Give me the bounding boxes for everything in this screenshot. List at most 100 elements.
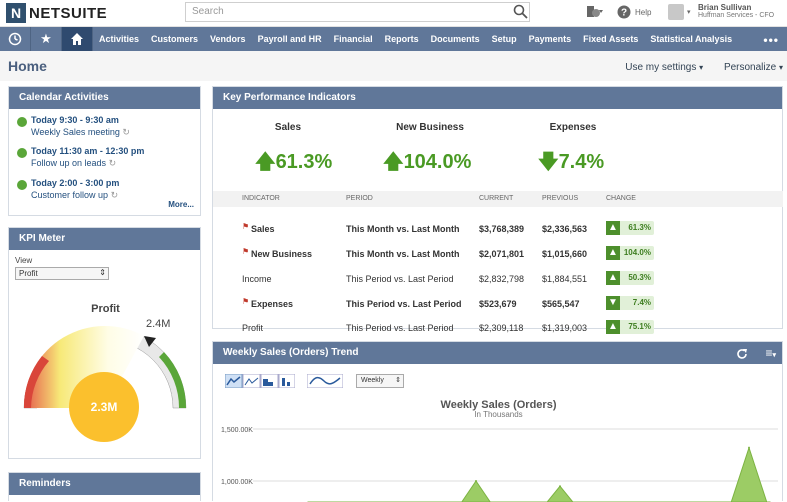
svg-text:?: ? <box>621 8 627 19</box>
menu-icon[interactable]: ≡▾ <box>765 346 776 360</box>
recent-records-icon[interactable] <box>585 4 603 20</box>
kpi-indicator[interactable]: Expenses <box>251 299 294 309</box>
logo-mark: N <box>6 3 26 23</box>
kpi-headline-label: New Business <box>396 122 464 133</box>
help-link[interactable]: Help <box>635 7 652 17</box>
personalize-label: Personalize <box>723 62 777 73</box>
more-link[interactable]: More... <box>168 200 194 209</box>
view-select-value: Profit <box>19 269 38 278</box>
chart-title: Weekly Sales (Orders) <box>440 399 557 411</box>
select-arrow-icon: ⇕ <box>395 377 401 384</box>
chevron-down-icon: ▾ <box>699 63 704 72</box>
change-badge: ▲ 75.1% <box>606 320 654 334</box>
nav-item-payments[interactable]: Payments <box>528 34 572 44</box>
kpi-current: $3,768,389 <box>479 224 525 234</box>
nav-item-financial[interactable]: Financial <box>333 34 373 44</box>
select-arrow-icon: ⇕ <box>99 268 106 277</box>
calendar-item-desc: Follow up on leads ↻ <box>31 158 116 169</box>
kpi-table-header: INDICATOR PERIOD CURRENT PREVIOUS CHANGE <box>213 191 783 207</box>
recurring-icon: ↻ <box>108 158 117 168</box>
col-period: PERIOD <box>346 195 373 202</box>
search-input[interactable]: Search <box>185 2 530 22</box>
use-my-settings-link[interactable]: Use my settings ▾ <box>625 62 703 73</box>
calendar-item-desc: Weekly Sales meeting ↻ <box>31 127 130 138</box>
top-bar: N NETSUITE Search ? Help ▾ Brian Sulliva… <box>0 0 787 27</box>
check-icon <box>17 117 27 127</box>
kpi-previous: $1,884,551 <box>542 274 588 284</box>
calendar-portlet: Calendar Activities Today 9:30 - 9:30 am… <box>8 86 201 216</box>
trend-title: Weekly Sales (Orders) Trend <box>213 342 782 364</box>
data-point[interactable] <box>475 480 477 482</box>
data-point[interactable] <box>559 485 561 488</box>
kpi-indicator[interactable]: New Business <box>251 249 313 259</box>
avatar-icon <box>668 4 684 20</box>
trend-line-icon[interactable] <box>307 374 343 388</box>
view-label: View <box>15 256 33 265</box>
calendar-item-desc-text: Follow up on leads <box>31 158 107 168</box>
kpi-current: $2,832,798 <box>479 274 525 284</box>
chevron-down-icon: ▾ <box>687 9 691 16</box>
nav-item-activities[interactable]: Activities <box>99 34 140 44</box>
kpi-headline-value-text: 61.3% <box>275 151 333 173</box>
kpi-headline-value: 🡇7.4% <box>538 147 604 181</box>
nav-item-payroll[interactable]: Payroll and HR <box>257 34 322 44</box>
nav-item-fixed-assets[interactable]: Fixed Assets <box>583 34 639 44</box>
page-header: Home Use my settings ▾ Personalize ▾ <box>0 51 787 81</box>
menu-icon-glyph: ≡ <box>765 346 773 360</box>
flag-icon: ⚑ <box>242 297 250 306</box>
nav-item-reports[interactable]: Reports <box>384 34 419 44</box>
refresh-icon[interactable] <box>736 348 748 360</box>
kpi-headline-value-text: 104.0% <box>403 151 472 173</box>
kpi-headline-value: 🡅104.0% <box>383 147 471 181</box>
nav-item-documents[interactable]: Documents <box>430 34 480 44</box>
kpi-period: This Month vs. Last Month <box>346 224 460 234</box>
star-icon[interactable]: ★ <box>31 27 62 51</box>
period-select[interactable]: Weekly ⇕ <box>356 374 404 388</box>
gauge-value: 2.3M <box>69 372 139 442</box>
user-company: Huffman Services - CFO <box>698 12 775 19</box>
more-menu-icon[interactable]: ••• <box>763 33 779 47</box>
kpi-table-row[interactable]: ⚑ New Business This Month vs. Last Month $2… <box>213 242 783 267</box>
kpi-period: This Period vs. Last Period <box>346 299 462 309</box>
help-icon[interactable]: ? <box>617 5 631 19</box>
personalize-link[interactable]: Personalize ▾ <box>724 62 783 73</box>
data-point[interactable] <box>748 446 750 449</box>
sales-area-series <box>307 446 771 502</box>
kpi-table-row[interactable]: Profit This Period vs. Last Period $2,309,… <box>213 316 783 341</box>
kpi-headline-sales: Sales 🡅61.3% <box>223 122 353 173</box>
kpi-table-row[interactable]: ⚑ Sales This Month vs. Last Month $3,768,38… <box>213 217 783 242</box>
calendar-item-time: Today 9:30 - 9:30 am <box>31 115 119 125</box>
kpi-previous: $2,336,563 <box>542 224 588 234</box>
chart-type-icons[interactable] <box>224 373 296 389</box>
kpi-headline-value: 🡅61.3% <box>255 147 332 181</box>
reminders-portlet: Reminders <box>8 472 201 501</box>
kpi-indicator[interactable]: Sales <box>251 224 275 234</box>
change-value: 50.3% <box>628 273 651 282</box>
kpi-previous: $565,547 <box>542 299 580 309</box>
recent-icon[interactable] <box>0 27 31 51</box>
arrow-down-icon: ▼ <box>606 296 620 310</box>
kpi-table-row[interactable]: Income This Period vs. Last Period $2,832,… <box>213 267 783 292</box>
nav-item-vendors[interactable]: Vendors <box>210 34 246 44</box>
arrow-down-icon: 🡇 <box>538 151 559 173</box>
check-icon <box>17 180 27 190</box>
change-value: 75.1% <box>628 322 651 331</box>
view-select[interactable]: Profit ⇕ <box>15 267 109 280</box>
kpi-table-row[interactable]: ⚑ Expenses This Period vs. Last Period $523… <box>213 292 783 317</box>
change-badge: ▲ 50.3% <box>606 271 654 285</box>
kpi-current: $2,309,118 <box>479 323 524 333</box>
change-badge: ▼ 7.4% <box>606 296 654 310</box>
kpi-period: This Month vs. Last Month <box>346 249 460 259</box>
calendar-item-desc-text: Customer follow up <box>31 190 109 200</box>
nav-item-setup[interactable]: Setup <box>491 34 517 44</box>
arrow-up-icon: ▲ <box>606 221 620 235</box>
kpi-headline-expenses: Expenses 🡇7.4% <box>508 122 638 173</box>
nav-item-customers[interactable]: Customers <box>151 34 199 44</box>
nav-item-statistical-analysis[interactable]: Statistical Analysis <box>650 34 733 44</box>
check-icon <box>17 148 27 158</box>
netsuite-logo[interactable]: N NETSUITE <box>6 2 107 24</box>
home-icon[interactable] <box>62 27 93 51</box>
search-icon[interactable] <box>513 4 528 19</box>
user-menu[interactable]: ▾ Brian Sullivan Huffman Services - CFO <box>668 3 783 25</box>
reminders-title: Reminders <box>9 473 200 495</box>
